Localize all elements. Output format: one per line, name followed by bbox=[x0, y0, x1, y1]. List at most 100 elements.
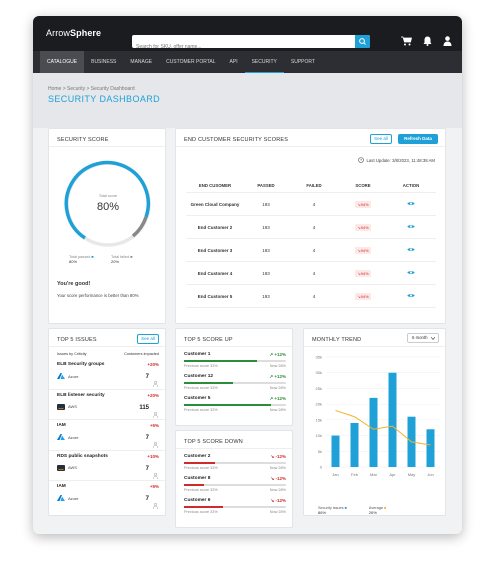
user-icon[interactable] bbox=[443, 36, 452, 46]
customer-name[interactable]: End Customer 4 bbox=[197, 270, 233, 276]
score-bar bbox=[184, 382, 286, 384]
issue-change: +5% bbox=[149, 484, 159, 489]
score-change: ↗ +12% bbox=[269, 352, 286, 357]
customer-name[interactable]: End Customer 3 bbox=[197, 247, 233, 253]
trend-bar[interactable] bbox=[426, 429, 435, 467]
previous-score: Previous score 33% bbox=[184, 386, 218, 390]
see-all-button[interactable]: See all bbox=[370, 134, 392, 144]
clock-icon bbox=[357, 157, 364, 163]
issue-item[interactable]: ELB listener security +20% AWS 115 bbox=[49, 392, 167, 423]
score-cell: ↘94% bbox=[340, 292, 386, 300]
issue-item[interactable]: IAM +5% Azure 7 bbox=[49, 422, 167, 453]
user-icon bbox=[153, 496, 158, 514]
previous-score: Previous score 33% bbox=[184, 364, 218, 368]
customer-name: Customer 12 bbox=[184, 374, 214, 379]
x-tick-label: May bbox=[408, 472, 416, 477]
customer-name[interactable]: End Customer 2 bbox=[197, 224, 233, 230]
score-item[interactable]: Customer 5 ↗ +12% Previous score 33% Now 28… bbox=[184, 395, 286, 417]
customer-name[interactable]: End Customer 5 bbox=[197, 293, 233, 299]
score-badge: ↘94% bbox=[355, 292, 371, 300]
customer-name: Customer 2 bbox=[184, 454, 211, 459]
trend-bar[interactable] bbox=[331, 435, 340, 467]
eye-icon[interactable] bbox=[407, 224, 415, 229]
score-item[interactable]: Customer 8 ↘ -12% Previous score 33% Now 28… bbox=[184, 475, 286, 497]
nav-catalogue[interactable]: CATALOGUE bbox=[40, 51, 85, 73]
customers-table: END CUSOMER PASSED FAILED SCORE ACTION G… bbox=[186, 179, 436, 308]
issue-change: +5% bbox=[149, 423, 159, 428]
card-title: SECURITY SCORE bbox=[57, 137, 109, 143]
customer-name: Customer 1 bbox=[184, 352, 211, 357]
current-score: Now 28% bbox=[269, 364, 286, 368]
failed-legend: Total failed ■ 20% bbox=[111, 255, 133, 264]
score-down-card: TOP 5 SCORE DOWN Customer 2 ↘ -12% Previou… bbox=[175, 430, 294, 528]
bell-icon[interactable] bbox=[423, 36, 432, 46]
score-item[interactable]: Customer 12 ↗ +12% Previous score 33% Now 2… bbox=[184, 373, 286, 395]
failed-count: 4 bbox=[312, 224, 316, 230]
customer-name[interactable]: Green Cloud Company bbox=[190, 201, 240, 207]
issue-name: IAM bbox=[57, 423, 66, 428]
eye-icon[interactable] bbox=[407, 247, 415, 252]
score-value: 94% bbox=[360, 293, 369, 299]
nav-business[interactable]: BUSINESS bbox=[91, 59, 117, 65]
cart-icon[interactable] bbox=[401, 36, 412, 46]
breadcrumb[interactable]: Home > Security > Security Dashboard bbox=[48, 86, 135, 92]
nav-manage[interactable]: MANAGE bbox=[130, 59, 153, 65]
issues-col-label: Issues by Criticity bbox=[57, 352, 87, 356]
y-tick-label: 0 bbox=[320, 465, 323, 470]
period-select[interactable]: 6 month bbox=[407, 333, 439, 343]
eye-icon[interactable] bbox=[407, 293, 415, 298]
trend-legend: Security issues ■ 86% Average ■ 26% bbox=[318, 506, 387, 515]
logo[interactable]: ArrowSphere bbox=[46, 28, 102, 38]
vendor: Azure bbox=[57, 495, 78, 502]
x-tick-label: Jun bbox=[427, 472, 433, 477]
nav-customer-portal[interactable]: CUSTOMER PORTAL bbox=[166, 59, 216, 65]
issue-item[interactable]: ELB Security groups +20% Azure 7 bbox=[49, 361, 167, 392]
search-button[interactable] bbox=[355, 35, 370, 48]
top-issues-card: TOP 5 ISSUES See all Issues by Criticity… bbox=[48, 328, 167, 516]
search-input[interactable] bbox=[132, 40, 354, 54]
score-item[interactable]: Customer 2 ↘ -12% Previous score 33% Now 28… bbox=[184, 453, 286, 475]
action-cell bbox=[386, 224, 436, 230]
y-tick-label: 15k bbox=[316, 417, 322, 422]
current-score: Now 28% bbox=[269, 386, 286, 390]
card-title: TOP 5 SCORE UP bbox=[184, 337, 233, 343]
vendor: Azure bbox=[57, 434, 78, 441]
score-item[interactable]: Customer 1 ↗ +12% Previous score 33% Now 28… bbox=[184, 351, 286, 373]
issues-see-all-button[interactable]: See all bbox=[137, 334, 159, 344]
issue-item[interactable]: IAM +5% Azure 7 bbox=[57, 483, 159, 514]
table-header: END CUSOMER PASSED FAILED SCORE ACTION bbox=[186, 179, 436, 193]
action-cell bbox=[386, 247, 436, 253]
score-up-card: TOP 5 SCORE UP Customer 1 ↗ +12% Previous … bbox=[175, 328, 294, 426]
score-item[interactable]: Customer 6 ↘ -12% Previous score 33% Now 28… bbox=[184, 497, 286, 519]
trend-bar[interactable] bbox=[388, 372, 397, 467]
legend-issues-label: Security issues bbox=[318, 506, 344, 510]
passed-count: 193 bbox=[262, 224, 270, 230]
aws-icon bbox=[57, 403, 65, 410]
nav-security[interactable]: SECURITY bbox=[244, 51, 284, 73]
score-cell: ↘94% bbox=[340, 223, 386, 231]
score-change: ↘ -12% bbox=[270, 454, 286, 459]
score-gauge bbox=[64, 160, 151, 247]
chevron-down-icon bbox=[431, 337, 435, 340]
title-band bbox=[33, 73, 462, 128]
legend-average-value: 26% bbox=[368, 510, 377, 515]
score-cell: ↘94% bbox=[340, 269, 386, 277]
impacted-count: 7 bbox=[145, 435, 149, 441]
trend-bar[interactable] bbox=[369, 397, 378, 467]
nav-support[interactable]: SUPPORT bbox=[290, 59, 315, 65]
vendor: AWS bbox=[57, 403, 77, 410]
eye-icon[interactable] bbox=[407, 270, 415, 275]
x-tick-label: Feb bbox=[351, 472, 359, 477]
action-cell bbox=[386, 270, 436, 276]
table-row: End Customer 5 193 4 ↘94% bbox=[186, 285, 436, 308]
trend-chart: 0 5k 10k 15k 20k 25k 30k 35k Jan Feb Mar Apr May Jun bbox=[316, 355, 440, 477]
issue-item[interactable]: RDS public snapshots +10% AWS 7 bbox=[49, 453, 167, 484]
y-tick-label: 5k bbox=[318, 449, 322, 454]
customer-name: Customer 6 bbox=[184, 498, 211, 503]
vendor-name: Azure bbox=[68, 435, 79, 440]
nav-api[interactable]: API bbox=[229, 59, 238, 65]
eye-icon[interactable] bbox=[407, 201, 415, 206]
total-score-label: Total score bbox=[98, 194, 118, 198]
refresh-data-button[interactable]: Refresh Data bbox=[398, 134, 438, 144]
trend-bar[interactable] bbox=[350, 423, 359, 467]
